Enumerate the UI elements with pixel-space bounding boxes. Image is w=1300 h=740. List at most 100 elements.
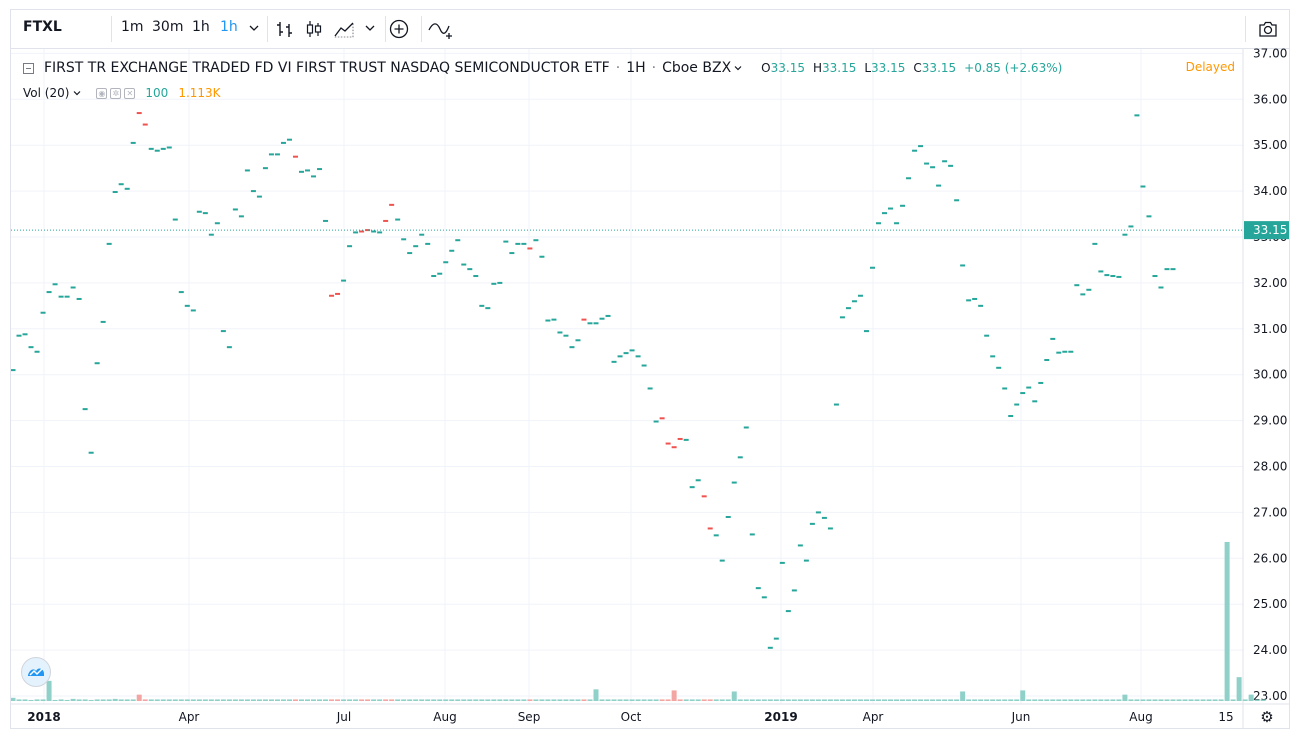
price-bar (94, 362, 100, 365)
price-bar (593, 322, 599, 325)
volume-bar (395, 699, 401, 701)
price-bar (40, 311, 46, 314)
price-bar (46, 291, 52, 294)
price-bar (76, 297, 82, 300)
price-bar (671, 446, 677, 449)
volume-bar (1164, 699, 1170, 701)
price-bar (413, 245, 419, 248)
interval-1h-button[interactable]: 1h (192, 19, 210, 35)
price-bar (311, 175, 317, 178)
price-bar (539, 255, 545, 258)
volume-bar (497, 699, 503, 701)
volume-bar (52, 699, 58, 701)
low-value: 33.15 (871, 61, 906, 75)
price-bar (815, 511, 821, 514)
price-bar (1110, 275, 1116, 278)
volume-bar (449, 699, 455, 701)
volume-bar (166, 699, 172, 701)
chevron-down-icon[interactable] (72, 88, 82, 98)
price-chart[interactable]: 23.0024.0025.0026.0027.0028.0029.0030.00… (11, 10, 1289, 728)
camera-icon[interactable] (1257, 18, 1279, 40)
volume-bar (1170, 699, 1176, 701)
toolbar-divider (111, 16, 112, 42)
price-bar (172, 218, 178, 221)
volume-bar (599, 699, 605, 701)
price-bar (88, 451, 94, 454)
volume-bar (256, 699, 262, 701)
price-bar (629, 349, 635, 352)
price-bar (785, 610, 791, 613)
price-bar (22, 333, 28, 336)
volume-bar (1050, 699, 1056, 701)
volume-bar (226, 699, 232, 701)
price-bar (797, 544, 803, 547)
bars-icon[interactable] (274, 18, 296, 40)
y-tick-label: 32.00 (1253, 276, 1287, 290)
last-price-label: 33.15 (1253, 223, 1287, 237)
volume-label[interactable]: Vol (20) (23, 86, 70, 100)
logo-icon[interactable] (21, 657, 51, 687)
indicator-icon[interactable] (427, 18, 453, 40)
volume-bar (443, 699, 449, 701)
price-bar (1062, 350, 1068, 353)
volume-bar (220, 699, 226, 701)
y-tick-label: 27.00 (1253, 505, 1287, 519)
volume-bar (647, 699, 653, 701)
volume-bar (593, 689, 599, 701)
price-bar (491, 282, 497, 285)
collapse-icon[interactable] (23, 62, 34, 74)
interval-1m-button[interactable]: 1m (121, 19, 144, 35)
eye-icon[interactable]: ◉ (96, 87, 108, 99)
volume-bar (317, 699, 323, 701)
price-bar (395, 218, 401, 221)
price-bar (617, 355, 623, 358)
volume-bar (196, 699, 202, 701)
price-bar (196, 210, 202, 213)
volume-bar (809, 699, 815, 701)
price-bar (455, 239, 461, 242)
volume-bar (112, 698, 118, 701)
price-bar (238, 215, 244, 218)
plus-circle-icon[interactable] (388, 18, 410, 40)
volume-bar (178, 699, 184, 701)
volume-bar (491, 699, 497, 701)
price-bar (347, 245, 353, 248)
price-bar (214, 222, 220, 225)
interval-selected-button[interactable]: 1h (220, 19, 238, 35)
legend-exchange[interactable]: Cboe BZX (662, 60, 732, 76)
gear-icon[interactable]: ⚙ (1260, 708, 1273, 726)
price-bar (833, 403, 839, 406)
price-bar (365, 229, 371, 232)
volume-bar (683, 699, 689, 701)
volume-bar (773, 699, 779, 701)
volume-bar (184, 699, 190, 701)
volume-bar (581, 699, 587, 701)
price-bar (587, 322, 593, 325)
x-tick-label: 2019 (764, 710, 797, 724)
price-bar (100, 320, 106, 323)
area-icon[interactable] (333, 18, 355, 40)
price-bar (1008, 415, 1014, 418)
volume-bar (851, 699, 857, 701)
volume-bar (605, 699, 611, 701)
volume-bar (11, 697, 16, 701)
price-bar (226, 346, 232, 349)
chevron-down-icon[interactable] (733, 63, 743, 73)
interval-30m-button[interactable]: 30m (152, 19, 184, 35)
chevron-down-icon[interactable] (247, 20, 269, 42)
price-bar (599, 317, 605, 320)
change-value: +0.85 (+2.63%) (964, 61, 1063, 75)
price-bar (942, 160, 948, 163)
candles-icon[interactable] (303, 18, 325, 40)
volume-bar (1074, 699, 1080, 701)
volume-bar (924, 699, 930, 701)
volume-bar (509, 699, 515, 701)
x-tick-label: 2018 (27, 710, 60, 724)
close-icon[interactable]: ✕ (124, 87, 136, 99)
chevron-down-icon[interactable] (363, 20, 385, 42)
gear-icon[interactable]: ✲ (110, 87, 122, 99)
symbol-label[interactable]: FTXL (23, 19, 62, 35)
price-bar (28, 346, 34, 349)
volume-bar (521, 699, 527, 701)
volume-bar (875, 699, 881, 701)
